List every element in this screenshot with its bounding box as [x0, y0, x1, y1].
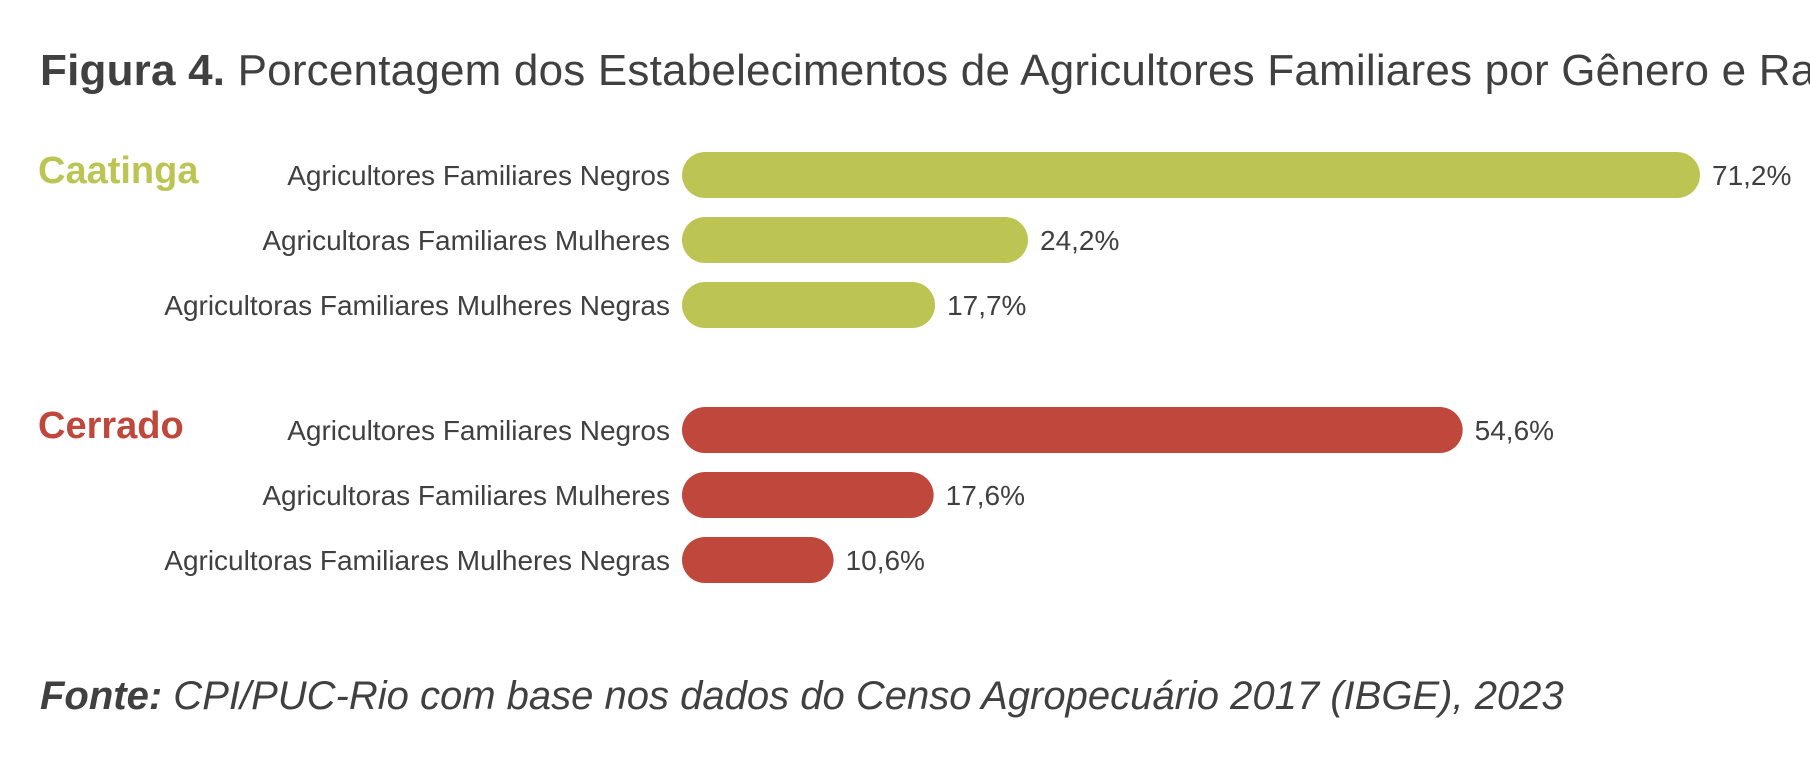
figure-title-text: Porcentagem dos Estabelecimentos de Agri… [225, 46, 1810, 95]
value-label: 24,2% [1040, 225, 1119, 256]
bar [682, 152, 1700, 198]
group-label: Cerrado [38, 405, 184, 447]
bar [682, 407, 1463, 453]
value-label: 54,6% [1475, 415, 1554, 446]
source-prefix: Fonte: [40, 674, 163, 718]
bar [682, 282, 936, 328]
category-label: Agricultoras Familiares Mulheres [262, 225, 670, 256]
group-label: Caatinga [38, 150, 199, 192]
category-label: Agricultoras Familiares Mulheres [262, 480, 670, 511]
bar [682, 537, 834, 583]
source-note: Fonte: CPI/PUC-Rio com base nos dados do… [40, 674, 1564, 719]
category-label: Agricultoras Familiares Mulheres Negras [164, 545, 670, 576]
figure-title-prefix: Figura 4. [40, 46, 226, 95]
value-label: 17,6% [946, 480, 1025, 511]
category-label: Agricultoras Familiares Mulheres Negras [164, 290, 670, 321]
source-text: CPI/PUC-Rio com base nos dados do Censo … [162, 674, 1564, 718]
group-caatinga: Caatinga Agricultores Familiares Negros 71… [38, 150, 1791, 328]
category-label: Agricultores Familiares Negros [287, 160, 670, 191]
group-cerrado: Cerrado Agricultores Familiares Negros 54,… [38, 405, 1554, 583]
category-label: Agricultores Familiares Negros [287, 415, 670, 446]
value-label: 10,6% [846, 545, 925, 576]
bar [682, 217, 1029, 263]
bar [682, 472, 934, 518]
figure-title: Figura 4. Porcentagem dos Estabeleciment… [40, 46, 1810, 96]
value-label: 17,7% [947, 290, 1026, 321]
value-label: 71,2% [1712, 160, 1791, 191]
